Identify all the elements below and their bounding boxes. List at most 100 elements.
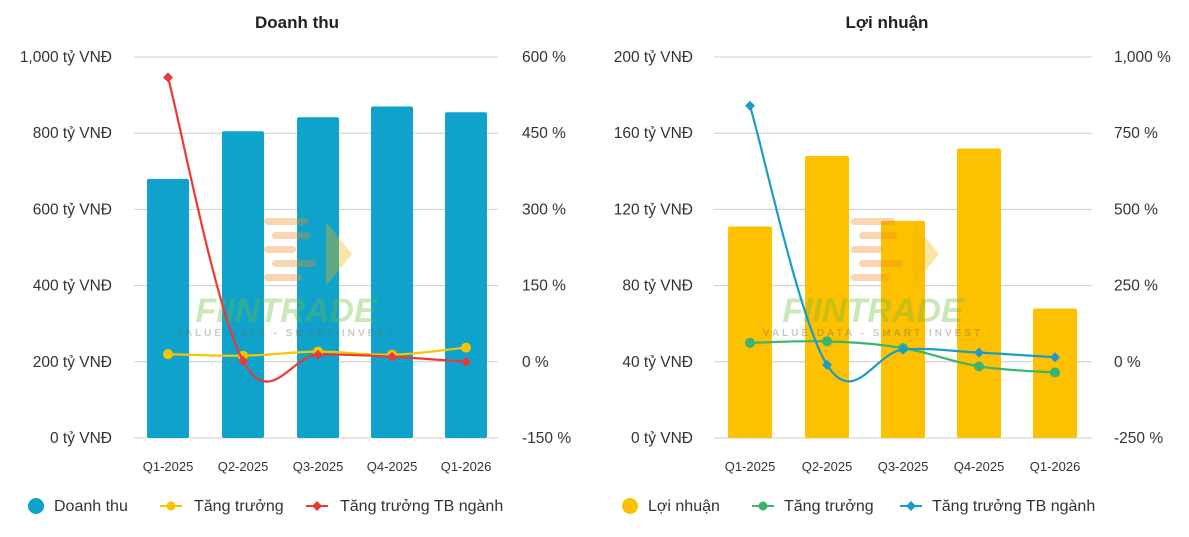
watermark-stripe <box>264 246 296 253</box>
x-tick-label: Q3-2025 <box>293 459 344 474</box>
legend-item: Tăng trưởng TB ngành <box>306 498 503 515</box>
bar <box>881 220 925 438</box>
y-left-tick-label: 80 tỷ VNĐ <box>622 278 693 295</box>
watermark-stripe <box>851 274 889 281</box>
watermark-tagline: VALUE DATA - SMART INVEST <box>763 328 983 339</box>
watermark-text: FIINTRADE <box>195 292 378 330</box>
watermark-stripe <box>272 232 310 239</box>
legend-swatch <box>312 501 322 511</box>
legend-label: Doanh thu <box>54 498 128 515</box>
data-point <box>1050 352 1060 363</box>
data-point <box>461 342 471 353</box>
legend-label: Tăng trưởng TB ngành <box>932 498 1095 515</box>
legend-swatch <box>166 501 176 511</box>
legend-swatch <box>28 498 44 514</box>
legend-item: Tăng trưởng <box>160 498 284 515</box>
data-point <box>974 347 984 358</box>
x-tick-label: Q2-2025 <box>802 459 853 474</box>
watermark-text: FIINTRADE <box>782 292 965 330</box>
bar <box>805 156 849 438</box>
watermark-stripe <box>851 246 883 253</box>
legend-label: Tăng trưởng <box>194 498 284 515</box>
chart-title: Lợi nhuận <box>846 13 929 32</box>
y-left-tick-label: 200 tỷ VNĐ <box>33 354 112 371</box>
chart-2: Lợi nhuận 0 tỷ VNĐ -250 % 40 tỷ VNĐ 0 % 80 tỷ… <box>614 13 1171 515</box>
x-tick-label: Q1-2026 <box>1030 459 1081 474</box>
y-right-tick-label: 0 % <box>522 354 549 371</box>
legend-swatch <box>622 498 638 514</box>
bar <box>728 226 772 438</box>
data-point <box>822 336 832 347</box>
y-right-tick-label: 150 % <box>522 278 566 295</box>
watermark-tagline: VALUE DATA - SMART INVEST <box>176 328 396 339</box>
y-left-tick-label: 200 tỷ VNĐ <box>614 49 693 66</box>
watermark-stripe <box>272 260 316 267</box>
data-point <box>387 351 397 362</box>
bar <box>957 148 1001 438</box>
watermark-arrow <box>326 222 352 286</box>
legend-swatch <box>758 501 768 511</box>
data-point <box>238 355 248 366</box>
y-right-tick-label: 0 % <box>1114 354 1141 371</box>
y-left-tick-label: 600 tỷ VNĐ <box>33 201 112 218</box>
data-point <box>745 100 755 111</box>
legend-label: Lợi nhuận <box>648 498 720 515</box>
watermark-stripe <box>859 260 903 267</box>
y-left-tick-label: 0 tỷ VNĐ <box>50 430 112 447</box>
y-right-tick-label: 750 % <box>1114 125 1158 142</box>
data-point <box>974 361 984 372</box>
y-right-tick-label: 600 % <box>522 49 566 66</box>
data-point <box>163 349 173 360</box>
watermark-stripe <box>264 274 302 281</box>
y-left-tick-label: 400 tỷ VNĐ <box>33 278 112 295</box>
data-point <box>1050 367 1060 378</box>
legend-item: Tăng trưởng TB ngành <box>900 498 1095 515</box>
y-right-tick-label: 300 % <box>522 201 566 218</box>
x-tick-label: Q4-2025 <box>367 459 418 474</box>
y-left-tick-label: 0 tỷ VNĐ <box>631 430 693 447</box>
bar <box>371 106 413 438</box>
x-tick-label: Q1-2025 <box>725 459 776 474</box>
watermark-stripe <box>859 232 897 239</box>
y-right-tick-label: -250 % <box>1114 430 1163 447</box>
chart-1: Doanh thu 0 tỷ VNĐ -150 % 200 tỷ VNĐ 0 % 400 … <box>20 13 572 515</box>
x-tick-label: Q3-2025 <box>878 459 929 474</box>
x-tick-label: Q2-2025 <box>218 459 269 474</box>
data-point <box>898 344 908 355</box>
y-left-tick-label: 120 tỷ VNĐ <box>614 201 693 218</box>
y-left-tick-label: 800 tỷ VNĐ <box>33 125 112 142</box>
legend-label: Tăng trưởng TB ngành <box>340 498 503 515</box>
x-tick-label: Q1-2025 <box>143 459 194 474</box>
watermark-stripe <box>264 218 308 225</box>
chart-title: Doanh thu <box>255 13 339 32</box>
y-left-tick-label: 40 tỷ VNĐ <box>622 354 693 371</box>
data-point <box>745 337 755 348</box>
y-right-tick-label: 1,000 % <box>1114 49 1171 66</box>
data-point <box>163 72 173 83</box>
bar <box>445 112 487 439</box>
y-right-tick-label: 500 % <box>1114 201 1158 218</box>
y-right-tick-label: -150 % <box>522 430 571 447</box>
y-left-tick-label: 160 tỷ VNĐ <box>614 125 693 142</box>
data-point <box>822 359 832 370</box>
series-line <box>748 105 1056 383</box>
legend: Lợi nhuận Tăng trưởng Tăng trưởng TB ngành <box>622 498 1095 515</box>
legend-swatch <box>906 501 916 511</box>
legend-item: Doanh thu <box>28 498 128 515</box>
bar <box>222 131 264 439</box>
x-tick-label: Q4-2025 <box>954 459 1005 474</box>
y-right-tick-label: 450 % <box>522 125 566 142</box>
y-left-tick-label: 1,000 tỷ VNĐ <box>20 49 112 66</box>
legend-item: Tăng trưởng <box>752 498 874 515</box>
y-right-tick-label: 250 % <box>1114 278 1158 295</box>
watermark-stripe <box>851 218 895 225</box>
legend-label: Tăng trưởng <box>784 498 874 515</box>
bar <box>147 178 189 439</box>
x-tick-label: Q1-2026 <box>441 459 492 474</box>
series-line <box>166 77 467 383</box>
legend: Doanh thu Tăng trưởng Tăng trưởng TB ngành <box>28 498 503 515</box>
